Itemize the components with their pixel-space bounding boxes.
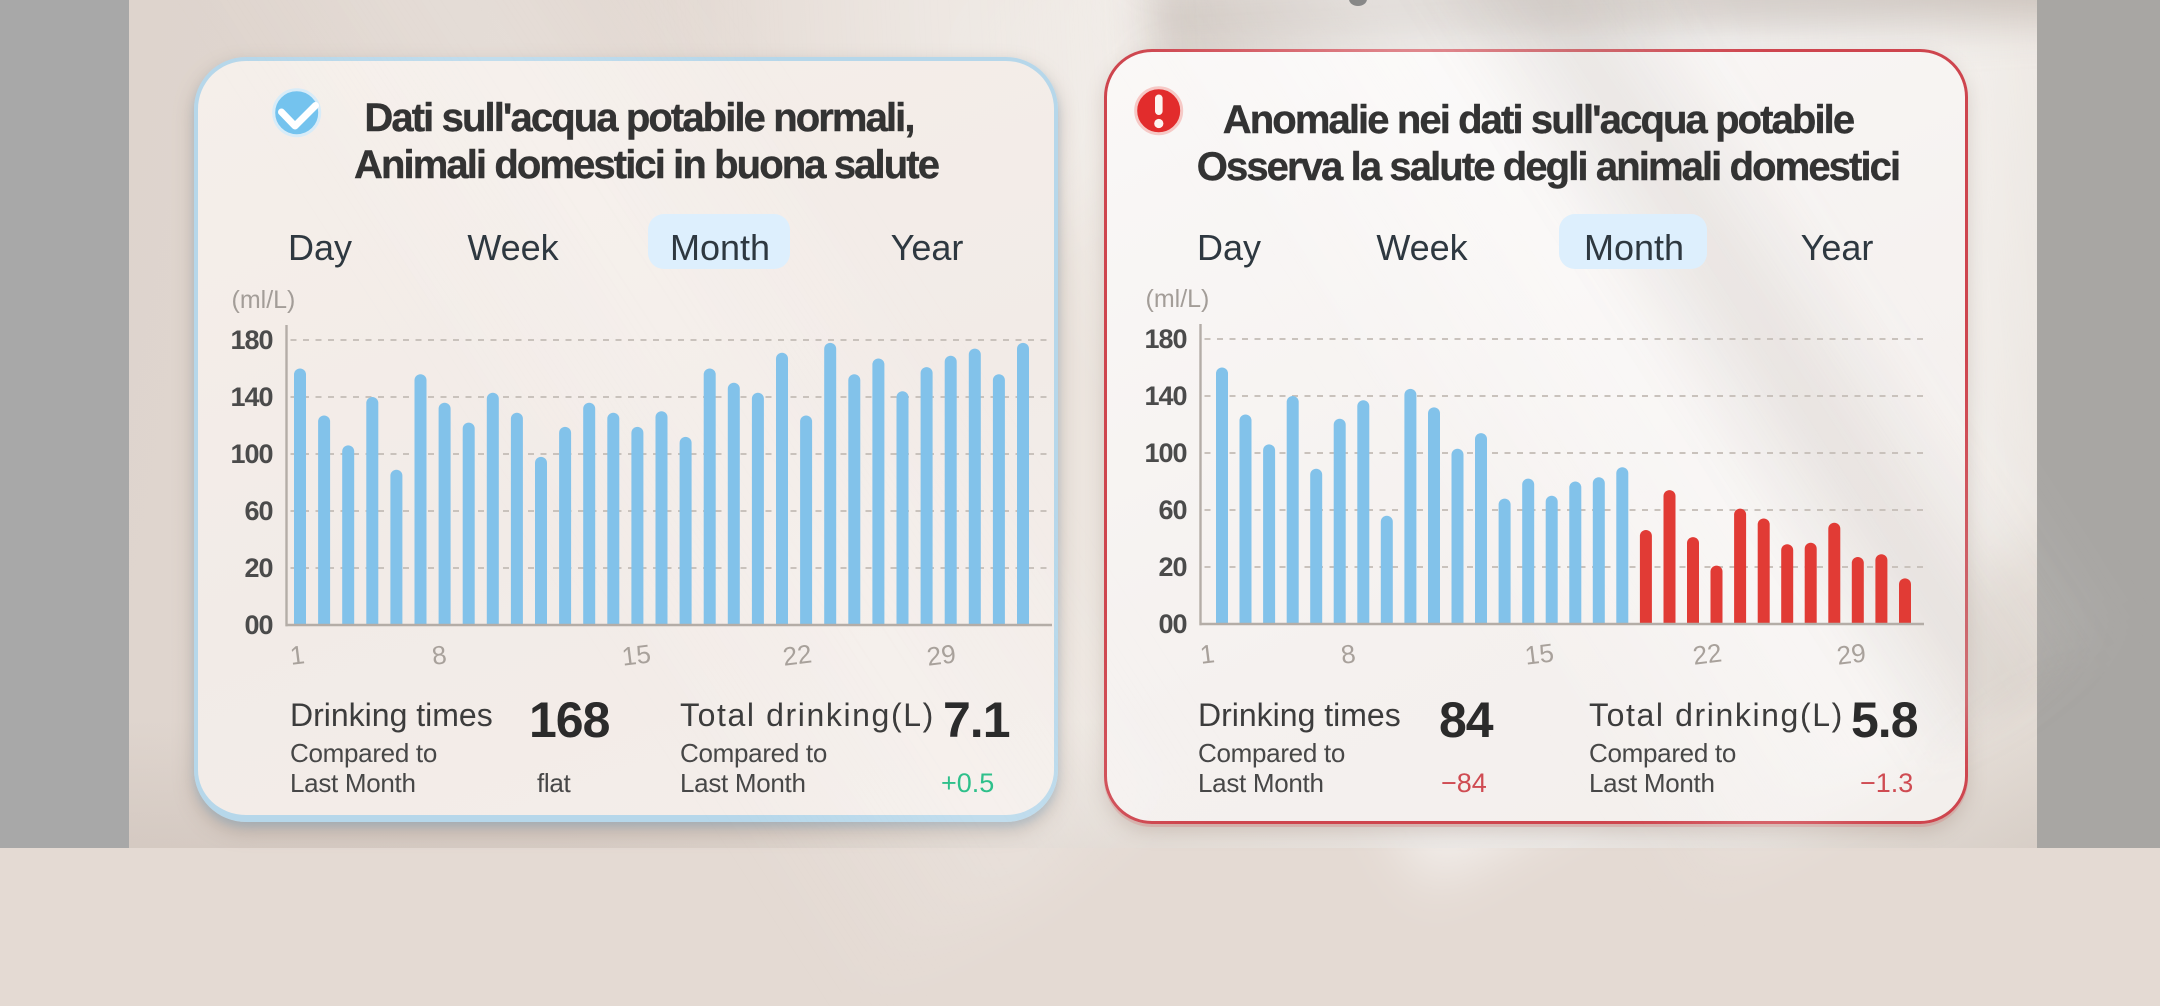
svg-text:15: 15 bbox=[620, 638, 652, 671]
svg-text:15: 15 bbox=[1523, 637, 1555, 670]
svg-text:20: 20 bbox=[1158, 552, 1186, 582]
svg-text:(ml/L): (ml/L) bbox=[1146, 285, 1210, 313]
svg-text:100: 100 bbox=[1144, 438, 1186, 468]
svg-text:22: 22 bbox=[781, 638, 813, 671]
svg-text:100: 100 bbox=[230, 439, 272, 469]
svg-text:20: 20 bbox=[244, 553, 272, 583]
svg-text:00: 00 bbox=[1158, 609, 1186, 639]
svg-text:00: 00 bbox=[244, 610, 272, 640]
svg-text:22: 22 bbox=[1691, 637, 1723, 670]
svg-text:180: 180 bbox=[1144, 324, 1186, 354]
svg-text:60: 60 bbox=[244, 496, 272, 526]
svg-text:29: 29 bbox=[1835, 637, 1867, 670]
svg-text:60: 60 bbox=[1158, 495, 1186, 525]
svg-text:140: 140 bbox=[230, 382, 272, 412]
svg-text:8: 8 bbox=[1339, 638, 1357, 670]
svg-text:1: 1 bbox=[1198, 638, 1216, 670]
svg-text:8: 8 bbox=[430, 639, 448, 671]
svg-text:180: 180 bbox=[230, 325, 272, 355]
svg-text:29: 29 bbox=[925, 638, 957, 671]
svg-text:1: 1 bbox=[288, 639, 306, 671]
svg-text:140: 140 bbox=[1144, 381, 1186, 411]
svg-text:(ml/L): (ml/L) bbox=[232, 286, 296, 314]
